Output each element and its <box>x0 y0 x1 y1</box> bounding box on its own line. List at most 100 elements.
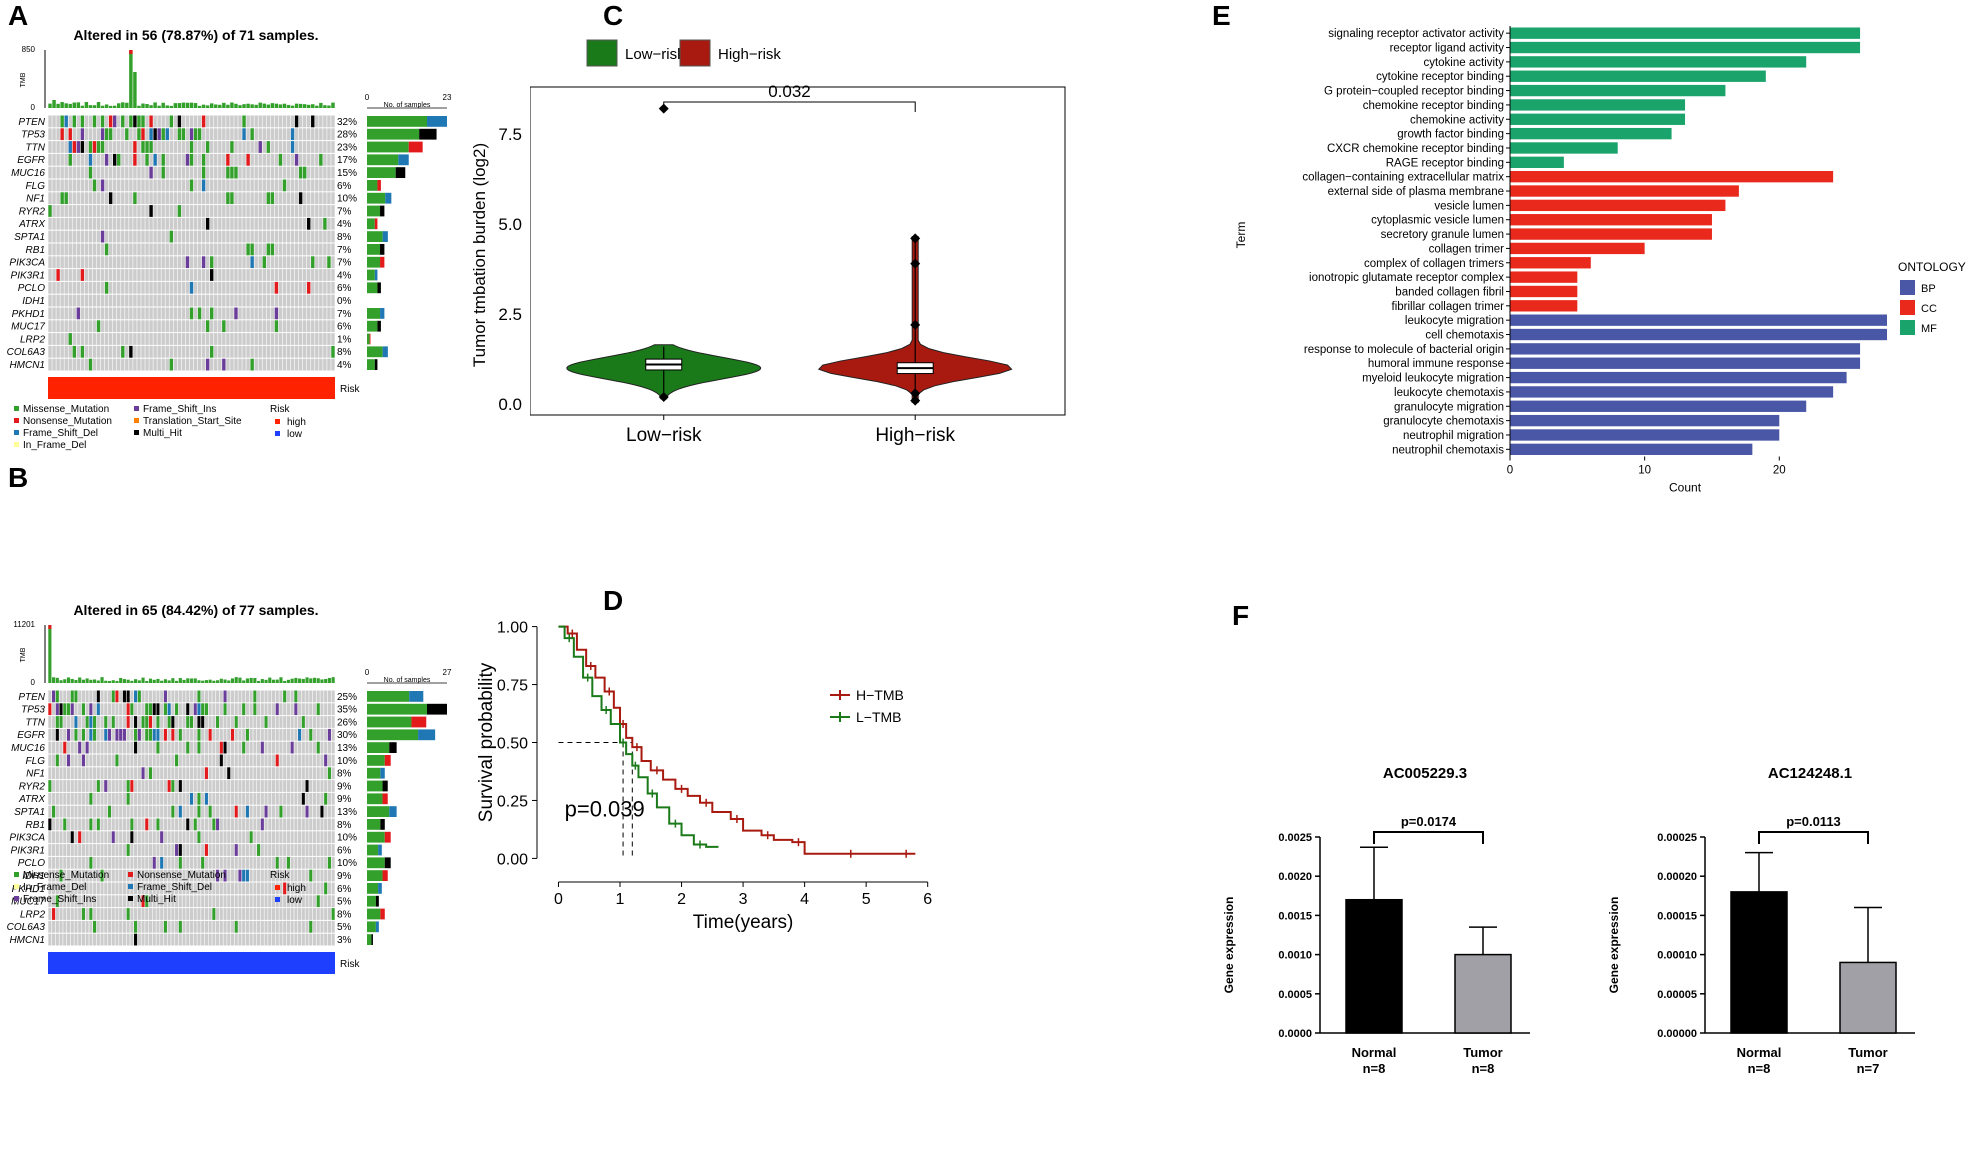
mutation-cell <box>141 230 145 243</box>
mutation-cell <box>52 141 56 153</box>
mutation-cell <box>316 831 320 844</box>
tmb-bar <box>189 678 194 683</box>
mutation-cell <box>294 179 299 192</box>
mutation-cell <box>227 728 231 741</box>
mutation-cell <box>193 166 198 179</box>
tmb-bar <box>307 104 311 108</box>
mutation-cell <box>129 294 133 307</box>
mutation-cell <box>290 716 294 728</box>
mutation-cell <box>223 844 227 856</box>
mutation-cell <box>219 895 223 908</box>
mutation-cell <box>186 716 190 728</box>
mutation-cell <box>72 192 76 205</box>
mutation-cell <box>156 882 160 895</box>
mutation-cell <box>121 333 125 345</box>
mutation-cell <box>212 933 216 946</box>
mutation-cell <box>182 882 186 895</box>
mutation-cell <box>246 320 250 333</box>
mutation-cell <box>201 780 205 792</box>
mutation-cell <box>254 333 258 345</box>
mutation-cell <box>227 831 231 844</box>
significance-bracket <box>1758 831 1869 844</box>
tmb-bar <box>173 103 178 108</box>
mutation-cell <box>319 243 323 256</box>
tmb-bar <box>253 677 257 683</box>
mutation-cell <box>55 908 59 920</box>
mutation-cell <box>119 908 123 920</box>
mutation-cell <box>89 780 93 792</box>
mutation-cell <box>201 856 205 869</box>
mutation-cell <box>177 217 182 230</box>
mutation-cell <box>223 728 227 741</box>
mutation-cell <box>331 333 335 345</box>
mutation-cell <box>126 754 130 767</box>
mutation-cell <box>331 920 335 933</box>
mutation-cell <box>274 333 279 345</box>
tmb-bar <box>63 679 67 683</box>
mutation-cell <box>72 269 76 281</box>
mutation-cell <box>230 115 234 128</box>
mutation-cell <box>52 920 56 933</box>
go-term-label: CXCR chemokine receptor binding <box>1327 143 1504 155</box>
mutation-cell <box>242 205 246 217</box>
mutation-cell <box>311 141 315 153</box>
mutation-cell <box>324 728 328 741</box>
mutation-cell <box>279 780 283 792</box>
mutation-cell <box>219 856 223 869</box>
mutation-cell <box>282 358 287 371</box>
mutation-cell <box>324 805 328 818</box>
mutation-cell <box>245 844 249 856</box>
mutation-cell <box>294 269 299 281</box>
mutation-cell <box>268 882 272 895</box>
side-bar <box>367 269 375 281</box>
mutation-cell <box>226 141 230 153</box>
gene-percent: 7% <box>337 309 352 320</box>
x-tick-label: 0 <box>554 891 563 908</box>
mutation-cell <box>270 192 275 205</box>
mutation-cell <box>197 754 201 767</box>
mutation-cell <box>161 128 165 141</box>
mutation-cell <box>122 818 126 831</box>
mutation-cell <box>122 728 126 741</box>
mutation-cell <box>119 728 123 741</box>
mutation-cell <box>266 166 271 179</box>
mutation-cell <box>56 333 60 345</box>
mutation-cell <box>208 844 212 856</box>
mutation-cell <box>323 358 327 371</box>
gene-label: TP53 <box>21 705 45 716</box>
mutation-cell <box>108 345 113 358</box>
mutation-cell <box>327 716 331 728</box>
mutation-cell <box>122 856 126 869</box>
mutation-cell <box>60 307 64 320</box>
side-bar-segment <box>384 755 391 766</box>
mutation-cell <box>169 345 174 358</box>
mutation-cell <box>129 153 133 166</box>
mutation-cell <box>245 831 249 844</box>
mutation-cell <box>212 831 216 844</box>
gene-percent: 5% <box>337 922 352 933</box>
mutation-cell <box>173 307 178 320</box>
side-bar-segment <box>380 205 385 217</box>
mutation-cell <box>270 128 275 141</box>
mutation-cell <box>258 358 262 371</box>
side-bar-segment <box>389 742 397 753</box>
gene-label: RYR2 <box>19 781 46 792</box>
mutation-cell <box>201 281 206 294</box>
legend-label: Translation_Start_Site <box>143 416 242 427</box>
mutation-cell <box>327 895 331 908</box>
mutation-cell <box>223 780 227 792</box>
mutation-cell <box>145 728 149 741</box>
mutation-cell <box>268 818 272 831</box>
mutation-cell <box>238 217 242 230</box>
mutation-cell <box>257 869 261 882</box>
mutation-cell <box>104 831 108 844</box>
mutation-cell <box>60 320 64 333</box>
mutation-cell <box>115 792 119 805</box>
mutation-cell <box>182 716 186 728</box>
mutation-cell <box>315 294 319 307</box>
mutation-cell <box>309 780 313 792</box>
mutation-cell <box>161 192 165 205</box>
mutation-cell <box>222 166 226 179</box>
gene-percent: 13% <box>337 743 357 754</box>
mutation-cell <box>209 205 214 217</box>
